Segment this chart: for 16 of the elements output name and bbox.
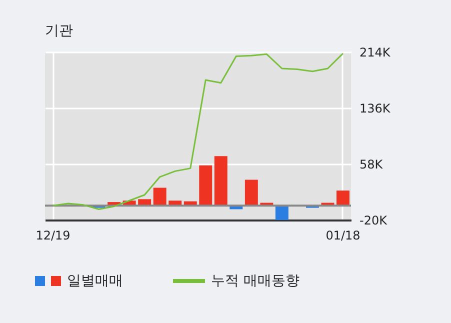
x-tick-label: 01/18 [326,228,360,242]
y-tick-label: 136K [360,102,392,116]
bar [153,188,166,206]
bar [275,206,288,220]
bar [214,156,228,206]
x-tick-label: 12/19 [36,228,70,242]
chart-title: 기관 [45,23,73,39]
legend-label: 누적 매매동향 [211,272,300,290]
bar [199,165,212,206]
line-series [52,52,344,210]
y-tick-label: -20K [360,214,388,228]
y-tick-label: 214K [360,46,392,60]
bar [244,180,258,206]
legend-label: 일별매매 [67,272,123,290]
y-tick-label: 58K [360,158,384,172]
bar [336,190,350,206]
